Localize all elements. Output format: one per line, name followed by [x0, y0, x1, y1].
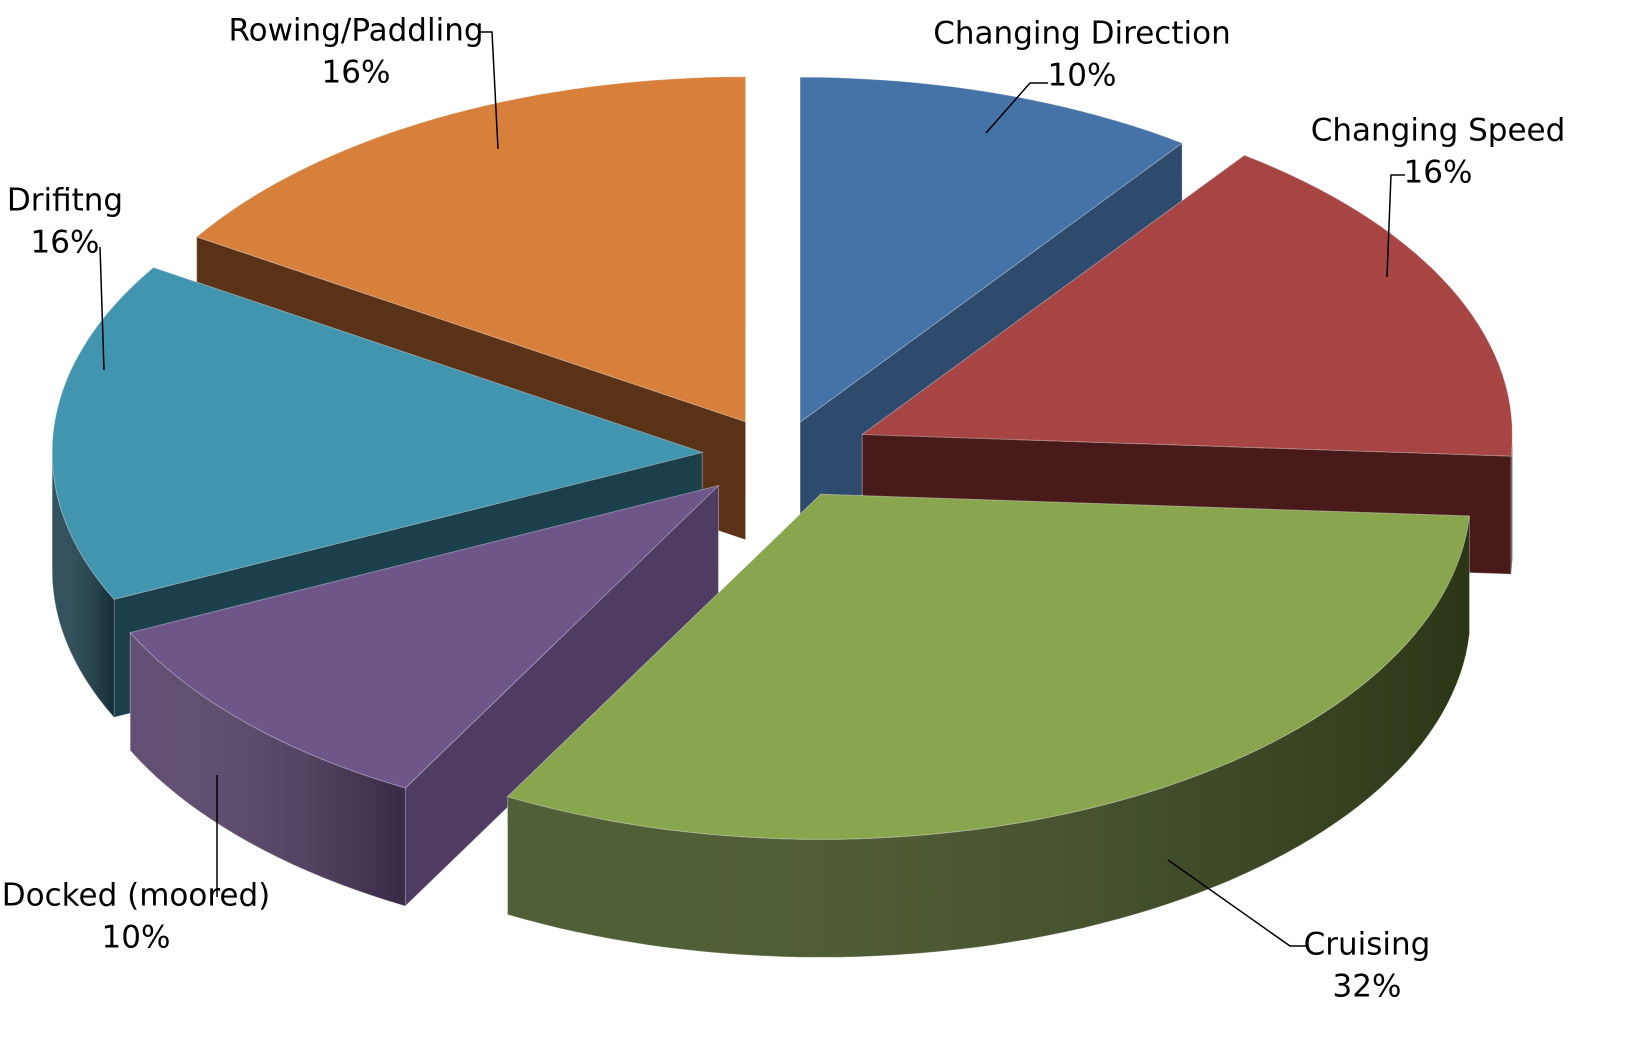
slice-side-shading: [507, 516, 1470, 958]
labels-layer: Changing Direction 10% Changing Speed 16% Cr…: [2, 13, 1566, 1005]
slice-percent-docked-moored-: 10%: [102, 920, 171, 956]
slice-percent-changing-direction: 10%: [1048, 58, 1117, 94]
leader-line-cruising: [1167, 859, 1306, 947]
slice-label-docked-moored-: Docked (moored): [2, 878, 270, 914]
slice-label-drifitng: Drifitng: [7, 183, 123, 219]
slice-tops-layer: [51, 76, 1513, 840]
leader-line-rowing-paddling: [478, 31, 499, 150]
slice-percent-changing-speed: 16%: [1404, 155, 1473, 191]
slice-label-cruising: Cruising: [1304, 927, 1431, 963]
slice-label-changing-speed: Changing Speed: [1311, 113, 1566, 149]
slice-changing-speed: [860, 154, 1513, 457]
slice-label-rowing-paddling: Rowing/Paddling: [228, 13, 483, 49]
slice-percent-cruising: 32%: [1333, 969, 1402, 1005]
slice-side-shading: [1511, 434, 1513, 575]
slice-percent-rowing-paddling: 16%: [322, 55, 391, 91]
leader-line-changing-speed: [1386, 174, 1405, 278]
leader-line-drifitng: [99, 246, 105, 371]
slice-percent-drifitng: 16%: [31, 225, 100, 261]
slice-rowing-paddling: [195, 76, 747, 423]
leader-line-changing-direction: [985, 82, 1048, 134]
slice-side-shading: [130, 632, 406, 906]
slice-docked-moored-: [129, 484, 721, 789]
slice-drifitng: [51, 266, 704, 600]
slice-cruising: [506, 493, 1470, 840]
slice-changing-direction: [799, 76, 1184, 424]
slice-side-shading: [52, 452, 114, 718]
slice-label-changing-direction: Changing Direction: [933, 16, 1230, 52]
